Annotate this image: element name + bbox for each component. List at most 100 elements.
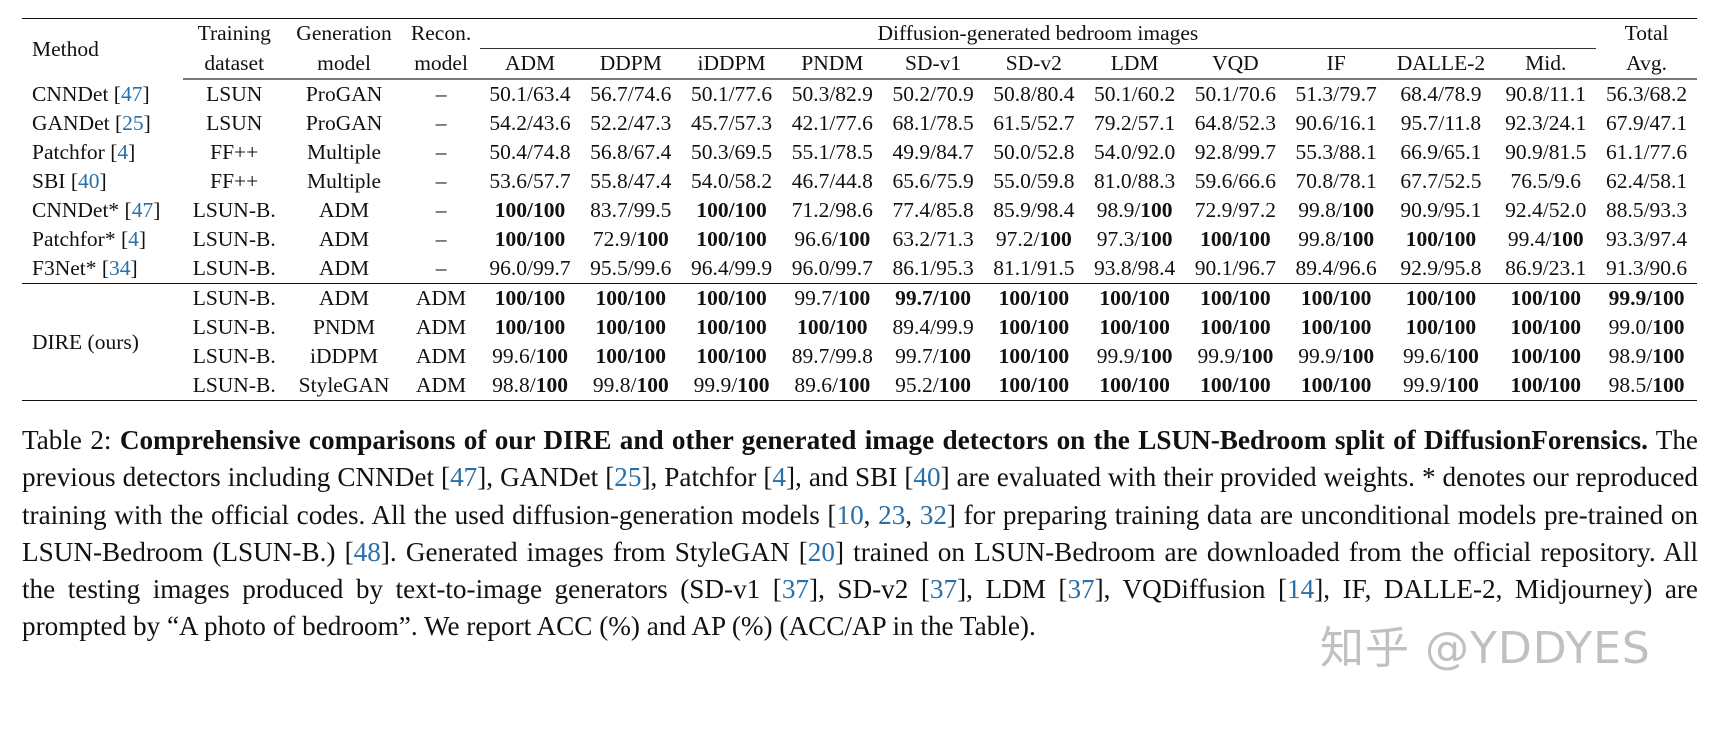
citation-link[interactable]: 47 [450, 462, 478, 493]
metric-cell: 90.6/16.1 [1295, 111, 1377, 135]
metric-cell: 100/100 [696, 198, 767, 222]
metric-cell: 97.3/100 [1096, 227, 1173, 251]
metric-cell: 97.2/100 [995, 227, 1072, 251]
citation-link[interactable]: 37 [929, 574, 958, 605]
metric-cell: 83.7/99.5 [590, 198, 672, 222]
training-dataset: LSUN-B. [182, 371, 286, 401]
metric-cell: 54.2/43.6 [489, 111, 571, 135]
metric-cell: 92.3/24.1 [1505, 111, 1587, 135]
total-avg-cell: 98.5/100 [1596, 371, 1697, 401]
method-name: GANDet [25] [32, 111, 151, 135]
metric-cell: 51.3/79.7 [1295, 82, 1377, 106]
training-dataset: LSUN [206, 111, 263, 135]
metric-cell: 86.1/95.3 [892, 256, 974, 280]
metric-cell: 100/100 [1200, 227, 1271, 251]
table-row: CNNDet* [47] LSUN-B. ADM – 100/100 83.7/99.5 1… [22, 196, 1697, 225]
table-row-dire: LSUN-B. iDDPM ADM 99.6/100 100/100 100/100 89.… [22, 342, 1697, 371]
total-avg-cell: 93.3/97.4 [1605, 227, 1688, 251]
caption-label: Table 2: [22, 425, 112, 455]
header-total-2: Avg. [1596, 48, 1697, 80]
metric-cell: 100/100 [580, 283, 682, 313]
citation-link[interactable]: 25 [614, 462, 642, 493]
metric-cell: 67.7/52.5 [1400, 169, 1482, 193]
generation-model: Multiple [307, 169, 382, 193]
citation-link[interactable]: 4 [772, 462, 786, 493]
training-dataset: LSUN-B. [192, 227, 276, 251]
metric-cell: 50.3/69.5 [690, 140, 773, 164]
metric-cell: 99.4/100 [1507, 227, 1584, 251]
header-group-title: Diffusion-generated bedroom images [479, 18, 1597, 49]
metric-cell: 100/100 [1510, 315, 1581, 339]
metric-cell: 100/100 [494, 315, 566, 339]
metric-cell: 98.8/100 [479, 371, 581, 401]
metric-cell: 89.6/100 [781, 371, 883, 401]
metric-cell: 86.9/23.1 [1505, 256, 1587, 280]
citation-link[interactable]: 37 [1067, 574, 1095, 605]
metric-cell: 90.9/81.5 [1505, 140, 1587, 164]
citation-link[interactable]: 20 [807, 536, 835, 567]
header-col-ddpm: DDPM [580, 48, 682, 80]
citation-link[interactable]: 4 [117, 140, 129, 164]
metric-cell: 89.7/99.8 [791, 344, 873, 368]
caption-title: Comprehensive comparisons of our DIRE an… [119, 425, 1648, 455]
metric-cell: 55.8/47.4 [590, 169, 672, 193]
metric-cell: 81.0/88.3 [1094, 169, 1176, 193]
citation-link[interactable]: 23 [878, 499, 906, 530]
metric-cell: 50.3/82.9 [791, 82, 873, 106]
generation-model: ADM [318, 256, 370, 280]
metric-cell: 99.6/100 [1403, 344, 1479, 368]
header-generation-2: model [285, 48, 403, 80]
method-name: CNNDet* [47] [32, 198, 161, 222]
method-name: CNNDet [47] [32, 81, 150, 106]
recon-model: – [435, 198, 447, 222]
metric-cell: 95.7/11.8 [1400, 111, 1482, 135]
citation-link[interactable]: 4 [128, 227, 139, 251]
training-dataset: LSUN-B. [182, 283, 286, 313]
metric-cell: 95.5/99.6 [590, 256, 672, 280]
metric-cell: 55.0/59.8 [993, 169, 1075, 193]
table-body: CNNDet [47] LSUN ProGAN – 50.1/63.4 56.7/74.6… [22, 79, 1697, 401]
header-generation-1: Generation [285, 18, 403, 49]
header-col-vqd: VQD [1185, 48, 1286, 80]
citation-link[interactable]: 48 [353, 536, 381, 567]
method-name: F3Net* [34] [32, 256, 138, 280]
generation-model: Multiple [307, 140, 382, 164]
metric-cell: 89.4/99.9 [892, 315, 974, 339]
metric-cell: 100/100 [1405, 227, 1477, 251]
citation-link[interactable]: 37 [781, 574, 810, 605]
citation-link[interactable]: 47 [120, 81, 143, 106]
metric-cell: 71.2/98.6 [791, 198, 873, 222]
citation-link[interactable]: 25 [122, 111, 144, 135]
metric-cell: 70.8/78.1 [1295, 169, 1377, 193]
metric-cell: 100/100 [1386, 283, 1496, 313]
training-dataset: LSUN [206, 82, 263, 106]
header-col-mid-: Mid. [1495, 48, 1597, 80]
citation-link[interactable]: 40 [78, 169, 100, 193]
header-col-dalle-2: DALLE-2 [1386, 48, 1496, 80]
recon-model: – [435, 140, 447, 164]
citation-link[interactable]: 32 [919, 499, 947, 530]
metric-cell: 100/100 [998, 315, 1070, 339]
generation-model: ADM [285, 283, 403, 313]
generation-model: PNDM [312, 315, 376, 339]
metric-cell: 99.9/100 [1096, 344, 1173, 368]
metric-cell: 50.1/60.2 [1094, 82, 1176, 106]
citation-link[interactable]: 10 [836, 499, 864, 530]
header-col-if: IF [1285, 48, 1387, 80]
generation-model: ProGAN [305, 82, 383, 106]
citation-link[interactable]: 34 [109, 256, 131, 280]
metric-cell: 55.3/88.1 [1295, 140, 1377, 164]
table-row-dire: LSUN-B. StyleGAN ADM 98.8/100 99.8/100 99.9/1… [22, 371, 1697, 401]
total-avg-cell: 88.5/93.3 [1605, 198, 1688, 222]
metric-cell: 100/100 [998, 344, 1070, 368]
header-col-sd-v1: SD-v1 [882, 48, 984, 80]
total-avg-cell: 61.1/77.6 [1605, 140, 1688, 164]
metric-cell: 50.1/70.6 [1194, 82, 1276, 106]
metric-cell: 100/100 [1185, 371, 1286, 401]
citation-link[interactable]: 14 [1287, 574, 1315, 605]
metric-cell: 100/100 [1099, 315, 1170, 339]
citation-link[interactable]: 47 [131, 198, 154, 222]
training-dataset: FF++ [210, 140, 259, 164]
citation-link[interactable]: 40 [913, 462, 941, 493]
metric-cell: 61.5/52.7 [993, 111, 1075, 135]
